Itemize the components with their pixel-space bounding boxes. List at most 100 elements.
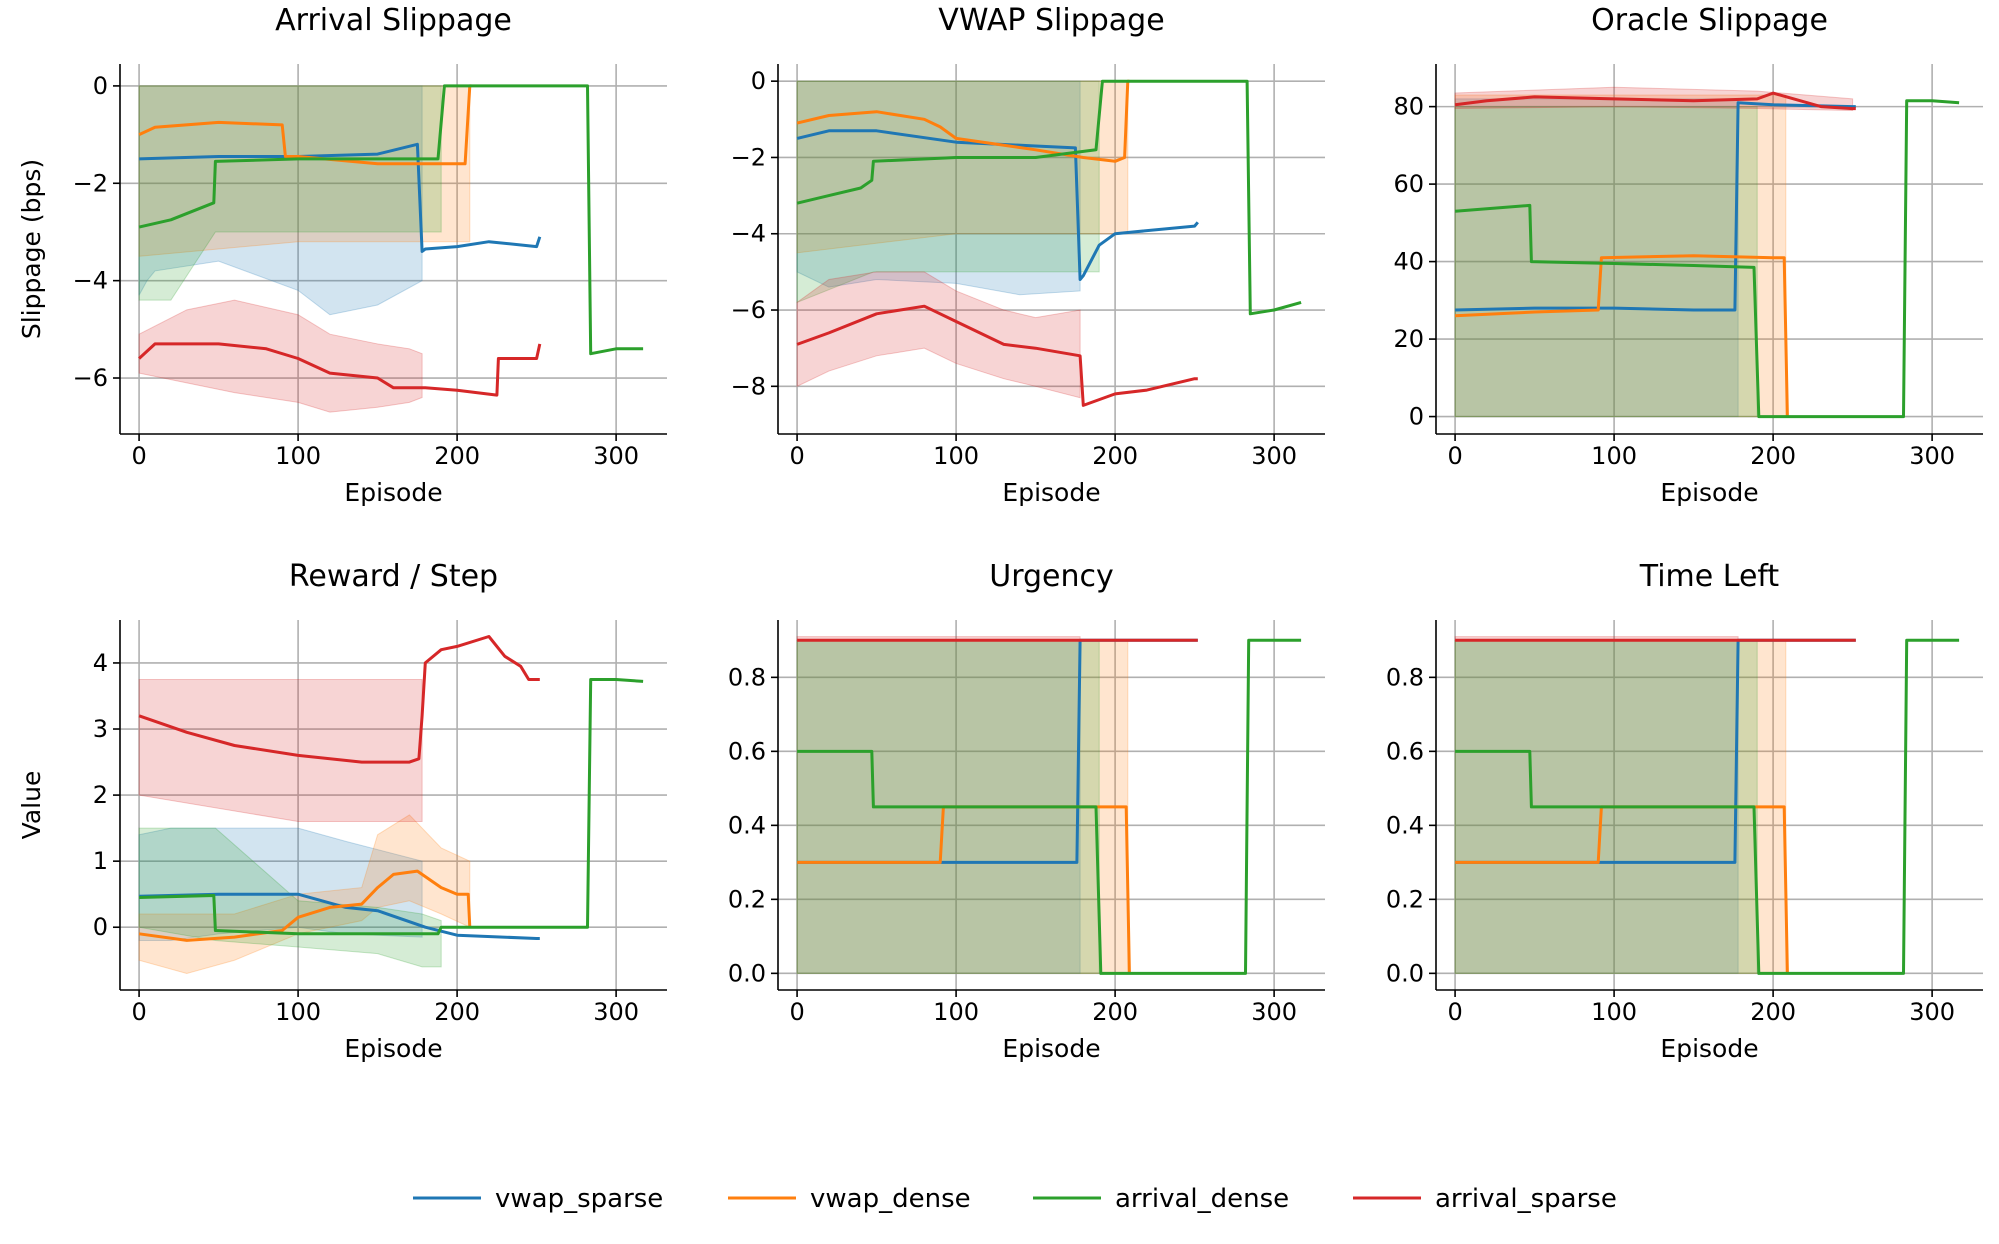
x-tick-label: 100 bbox=[1591, 442, 1637, 470]
y-tick-label: 80 bbox=[1393, 93, 1424, 121]
series-line-arrival_dense bbox=[1455, 638, 1960, 975]
x-tick-label: 200 bbox=[1092, 998, 1138, 1026]
y-tick-label: −2 bbox=[73, 169, 108, 197]
y-tick-label: 0.0 bbox=[1386, 959, 1424, 987]
band-arrival_dense bbox=[138, 85, 442, 301]
x-tick-label: 100 bbox=[933, 442, 979, 470]
chart-title: Arrival Slippage bbox=[275, 3, 512, 38]
band-arrival_sparse bbox=[138, 678, 423, 823]
x-tick-label: 0 bbox=[789, 442, 804, 470]
subplot-3: 0 100 200 300 0 20 40 60 80 Oracle Slippage Episod… bbox=[1393, 3, 1983, 507]
chart-title: Oracle Slippage bbox=[1591, 3, 1828, 38]
y-tick-label: 0 bbox=[93, 72, 108, 100]
series-line-arrival_dense bbox=[796, 79, 1302, 316]
x-tick-label: 200 bbox=[1750, 998, 1796, 1026]
chart-title: Time Left bbox=[1639, 559, 1780, 594]
y-tick-label: 0.8 bbox=[728, 663, 766, 691]
series-line-arrival_dense bbox=[797, 638, 1302, 975]
x-axis-label: Episode bbox=[1002, 478, 1100, 507]
y-tick-label: 0 bbox=[1409, 403, 1424, 431]
legend-label-vwap_dense: vwap_dense bbox=[810, 1184, 971, 1214]
chart-title: Urgency bbox=[989, 559, 1114, 594]
x-axis-label: Episode bbox=[344, 1034, 442, 1063]
y-tick-label: 0.6 bbox=[728, 737, 766, 765]
y-tick-label: 40 bbox=[1393, 248, 1424, 276]
y-tick-label: −8 bbox=[731, 372, 766, 400]
y-tick-label: 0.0 bbox=[728, 959, 766, 987]
series-line-arrival_sparse bbox=[138, 342, 542, 397]
chart-title: VWAP Slippage bbox=[938, 3, 1164, 38]
y-tick-label: 0.2 bbox=[728, 885, 766, 913]
band-arrival_sparse bbox=[138, 299, 423, 413]
series-line-vwap_sparse bbox=[139, 142, 542, 253]
series-line-vwap_dense bbox=[138, 84, 472, 166]
y-tick-label: 0.6 bbox=[1386, 737, 1424, 765]
x-axis-label: Episode bbox=[344, 478, 442, 507]
y-tick-label: 1 bbox=[93, 847, 108, 875]
band-vwap_sparse bbox=[796, 80, 1081, 296]
band-arrival_sparse bbox=[796, 271, 1081, 399]
series-line-arrival_dense bbox=[138, 84, 644, 356]
legend-label-arrival_sparse: arrival_sparse bbox=[1435, 1184, 1617, 1214]
x-tick-label: 300 bbox=[1251, 998, 1297, 1026]
band-arrival_dense bbox=[1454, 106, 1758, 418]
x-tick-label: 200 bbox=[434, 998, 480, 1026]
series-line-vwap_dense bbox=[1455, 254, 1789, 417]
y-tick-label: 60 bbox=[1393, 170, 1424, 198]
series-line-arrival_dense bbox=[1454, 99, 1960, 419]
band-arrival_dense bbox=[138, 827, 442, 968]
series-line-arrival_sparse bbox=[138, 635, 540, 764]
band-vwap_dense bbox=[138, 85, 471, 257]
y-axis-label: Value bbox=[17, 771, 46, 840]
y-tick-label: 0.8 bbox=[1386, 663, 1424, 691]
x-tick-label: 0 bbox=[1447, 442, 1462, 470]
x-axis-label: Episode bbox=[1660, 1034, 1758, 1063]
subplot-4: 0 100 200 300 0 1 2 3 4 Reward / Step Episode Value bbox=[17, 559, 667, 1063]
x-tick-label: 0 bbox=[1447, 998, 1462, 1026]
y-tick-label: 0.4 bbox=[728, 811, 766, 839]
y-tick-label: 0 bbox=[751, 67, 766, 95]
series-line-vwap_dense bbox=[796, 79, 1130, 163]
x-tick-label: 100 bbox=[933, 998, 979, 1026]
band-vwap_sparse bbox=[138, 827, 423, 941]
series-line-arrival_dense bbox=[139, 678, 644, 936]
x-tick-label: 100 bbox=[275, 442, 321, 470]
x-tick-label: 100 bbox=[1591, 998, 1637, 1026]
legend-label-arrival_dense: arrival_dense bbox=[1115, 1184, 1289, 1214]
x-axis-label: Episode bbox=[1660, 478, 1758, 507]
y-tick-label: 3 bbox=[93, 715, 108, 743]
series-line-arrival_sparse bbox=[1454, 91, 1856, 111]
y-tick-label: 0.4 bbox=[1386, 811, 1424, 839]
x-tick-label: 300 bbox=[1251, 442, 1297, 470]
y-tick-label: −4 bbox=[731, 220, 766, 248]
legend-label-vwap_sparse: vwap_sparse bbox=[495, 1184, 663, 1214]
y-axis-label: Slippage (bps) bbox=[17, 159, 46, 339]
series-line-vwap_sparse bbox=[139, 892, 540, 940]
y-tick-label: −4 bbox=[73, 267, 108, 295]
y-tick-label: 2 bbox=[93, 781, 108, 809]
subplot-5: 0 100 200 300 0.0 0.2 0.4 0.6 0.8 Urgency Episode bbox=[728, 559, 1325, 1063]
y-tick-label: 0.2 bbox=[1386, 885, 1424, 913]
subplot-1: 0 100 200 300 −6 −4 −2 0 Arrival Slippage Episode… bbox=[17, 3, 667, 507]
x-tick-label: 200 bbox=[1750, 442, 1796, 470]
chart-title: Reward / Step bbox=[289, 559, 498, 594]
y-tick-label: 4 bbox=[93, 649, 108, 677]
x-tick-label: 300 bbox=[593, 442, 639, 470]
x-tick-label: 200 bbox=[434, 442, 480, 470]
subplot-2: 0 100 200 300 −8 −6 −4 −2 0 VWAP Slippage Episode bbox=[731, 3, 1325, 507]
x-axis-label: Episode bbox=[1002, 1034, 1100, 1063]
series-line-vwap_dense bbox=[138, 869, 472, 942]
x-tick-label: 0 bbox=[131, 998, 146, 1026]
subplot-6: 0 100 200 300 0.0 0.2 0.4 0.6 0.8 Time Left Episod… bbox=[1386, 559, 1983, 1063]
band-arrival_dense bbox=[796, 80, 1100, 304]
x-tick-label: 300 bbox=[593, 998, 639, 1026]
x-tick-label: 200 bbox=[1092, 442, 1138, 470]
band-vwap_sparse bbox=[138, 85, 423, 316]
y-tick-label: 0 bbox=[93, 913, 108, 941]
series-line-vwap_sparse bbox=[796, 129, 1199, 281]
x-tick-label: 100 bbox=[275, 998, 321, 1026]
legend: vwap_sparse vwap_dense arrival_dense arriva… bbox=[413, 1184, 1617, 1214]
x-tick-label: 0 bbox=[131, 442, 146, 470]
series-line-arrival_sparse bbox=[796, 304, 1198, 407]
